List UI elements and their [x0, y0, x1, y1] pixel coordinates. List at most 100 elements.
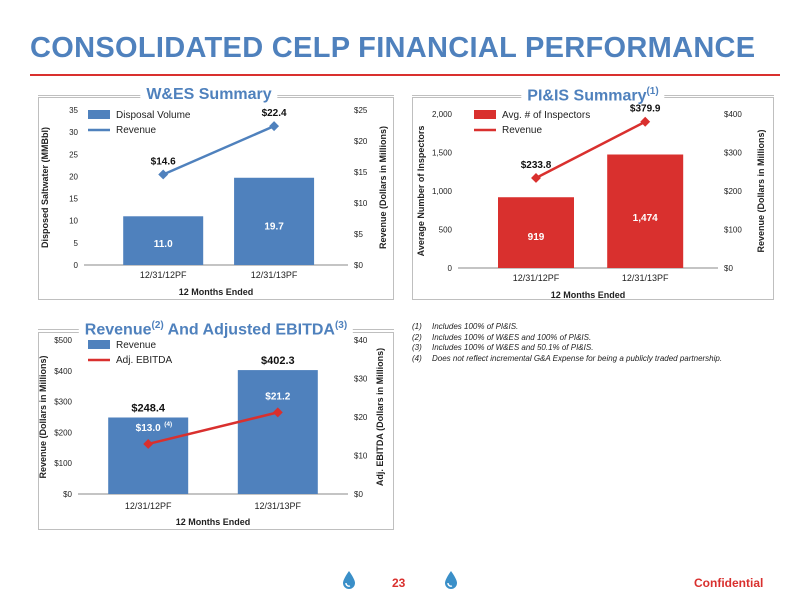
- legend-bar-label: Revenue: [116, 340, 156, 351]
- x-axis-title: 12 Months Ended: [176, 517, 251, 527]
- legend-line-label: Adj. EBITDA: [116, 355, 172, 366]
- left-axis-tick-label: $500: [54, 336, 72, 345]
- bar: [498, 197, 574, 268]
- title-rule: [30, 74, 780, 76]
- water-drop-icon-right: [445, 571, 457, 589]
- right-axis-tick-label: $25: [354, 106, 368, 115]
- left-axis-tick-label: 30: [69, 128, 78, 137]
- footnote-3: (3) Includes 100% of W&ES and 50.1% of PI…: [412, 343, 594, 352]
- bar: [108, 417, 189, 494]
- page-number: 23: [392, 576, 406, 590]
- line-data-label: $14.6: [151, 156, 176, 167]
- left-axis-tick-label: 15: [69, 195, 78, 204]
- right-axis-tick-label: $200: [724, 187, 742, 196]
- piis-chart-title: PI&IS Summary(1): [521, 86, 665, 106]
- category-label: 12/31/13PF: [251, 270, 298, 280]
- line-marker: [269, 121, 280, 132]
- left-axis-tick-label: 0: [74, 261, 79, 270]
- series-line: [147, 411, 279, 446]
- bar-data-label: 919: [528, 232, 545, 243]
- left-axis-tick-label: 500: [439, 226, 453, 235]
- line-marker: [272, 407, 283, 418]
- left-axis-tick-label: $300: [54, 398, 72, 407]
- right-axis-title: Revenue (Dollars in Millions): [756, 129, 766, 252]
- right-axis-tick-label: $20: [354, 413, 368, 422]
- left-axis-tick-label: 1,000: [432, 187, 453, 196]
- left-axis-tick-label: 2,000: [432, 110, 453, 119]
- line-data-label-sup: (4): [164, 421, 172, 428]
- right-axis-tick-label: $0: [354, 490, 363, 499]
- left-axis-tick-label: 35: [69, 106, 78, 115]
- left-axis-title: Average Number of Inspectors: [416, 126, 426, 257]
- water-drop-icon-left: [343, 571, 355, 589]
- left-axis-title: Disposed Saltwater (MMBbl): [40, 127, 50, 248]
- line-marker: [531, 173, 541, 183]
- right-axis-tick-label: $20: [354, 137, 368, 146]
- category-label: 12/31/12PF: [125, 501, 172, 511]
- series-line: [162, 124, 275, 176]
- left-axis-tick-label: 25: [69, 150, 78, 159]
- footnote-2: (2) Includes 100% of W&ES and 100% of PI&…: [412, 332, 592, 342]
- bar: [123, 216, 204, 265]
- line-data-label: $13.0: [136, 423, 161, 434]
- line-data-label: $21.2: [265, 391, 290, 402]
- x-axis-title: 12 Months Ended: [551, 290, 626, 300]
- piis-chart-box: [412, 97, 774, 300]
- right-axis-title: Revenue (Dollars in Millions): [378, 126, 388, 249]
- x-axis-title: 12 Months Ended: [179, 287, 254, 297]
- left-axis-tick-label: $200: [54, 428, 72, 437]
- footnote-1: (1) Includes 100% of PI&IS.: [412, 322, 519, 331]
- legend-bar-label: Disposal Volume: [116, 110, 191, 121]
- ebitda-chart-title: Revenue(2) And Adjusted EBITDA(3): [78, 320, 354, 340]
- left-axis-tick-label: 5: [74, 239, 79, 248]
- series-line: [535, 120, 646, 180]
- wes-title-wrap: W&ES Summary: [38, 86, 394, 106]
- legend-bar-swatch: [474, 110, 496, 119]
- legend-line-label: Revenue: [502, 125, 542, 136]
- legend-line-label: Revenue: [116, 125, 156, 136]
- legend-bar-swatch: [88, 340, 110, 349]
- category-label: 12/31/12PF: [140, 270, 187, 280]
- left-axis-tick-label: $400: [54, 367, 72, 376]
- left-axis-tick-label: 20: [69, 172, 78, 181]
- category-label: 12/31/13PF: [255, 501, 302, 511]
- legend-bar-swatch: [88, 110, 110, 119]
- ebitda-chart: $0 $100 $200 $300 $400 $500 $0 $10 $20 $30 $40 Reve…: [38, 336, 385, 527]
- footnotes: (1) Includes 100% of PI&IS. (2) Includes 1…: [412, 322, 782, 364]
- right-axis-tick-label: $5: [354, 230, 363, 239]
- footnote-4: (4) Does not reflect incremental G&A Expe…: [412, 353, 723, 363]
- piis-title-wrap: PI&IS Summary(1): [412, 86, 774, 106]
- right-axis-tick-label: $0: [724, 264, 733, 273]
- right-axis-tick-label: $400: [724, 110, 742, 119]
- left-axis-tick-label: 0: [448, 264, 453, 273]
- bar: [237, 370, 318, 494]
- right-axis-tick-label: $10: [354, 452, 368, 461]
- line-marker: [158, 169, 169, 180]
- line-data-label: $233.8: [521, 160, 552, 171]
- category-label: 12/31/13PF: [622, 273, 669, 283]
- category-label: 12/31/12PF: [513, 273, 560, 283]
- wes-chart: 0 5 10 15 20 25 30 35 $0 $5 $10 $15 $20 $25 Disposed S…: [40, 106, 388, 297]
- legend-bar-label: Avg. # of Inspectors: [502, 110, 590, 121]
- bar-data-label: $248.4: [131, 402, 166, 414]
- piis-chart: 0 500 1,000 1,500 2,000 $0 $100 $200 $300 $400 Ave…: [416, 104, 766, 300]
- right-axis-tick-label: $30: [354, 375, 368, 384]
- bar: [607, 154, 684, 268]
- right-axis-tick-label: $300: [724, 149, 742, 158]
- left-axis-tick-label: 10: [69, 217, 78, 226]
- bar-data-label: 19.7: [264, 222, 284, 233]
- right-axis-tick-label: $100: [724, 226, 742, 235]
- bar-data-label: 11.0: [154, 239, 173, 250]
- wes-chart-title: W&ES Summary: [140, 86, 278, 104]
- right-axis-title: Adj. EBITDA (Dollars in Millions): [375, 348, 385, 486]
- confidential-label: Confidential: [694, 576, 764, 590]
- line-marker: [640, 116, 651, 127]
- bar-data-label: 1,474: [633, 213, 658, 224]
- left-axis-tick-label: $0: [63, 490, 72, 499]
- line-marker: [143, 439, 154, 449]
- right-axis-tick-label: $0: [354, 261, 363, 270]
- line-data-label: $22.4: [262, 108, 287, 119]
- right-axis-tick-label: $10: [354, 199, 368, 208]
- right-axis-tick-label: $40: [354, 336, 368, 345]
- right-axis-tick-label: $15: [354, 168, 368, 177]
